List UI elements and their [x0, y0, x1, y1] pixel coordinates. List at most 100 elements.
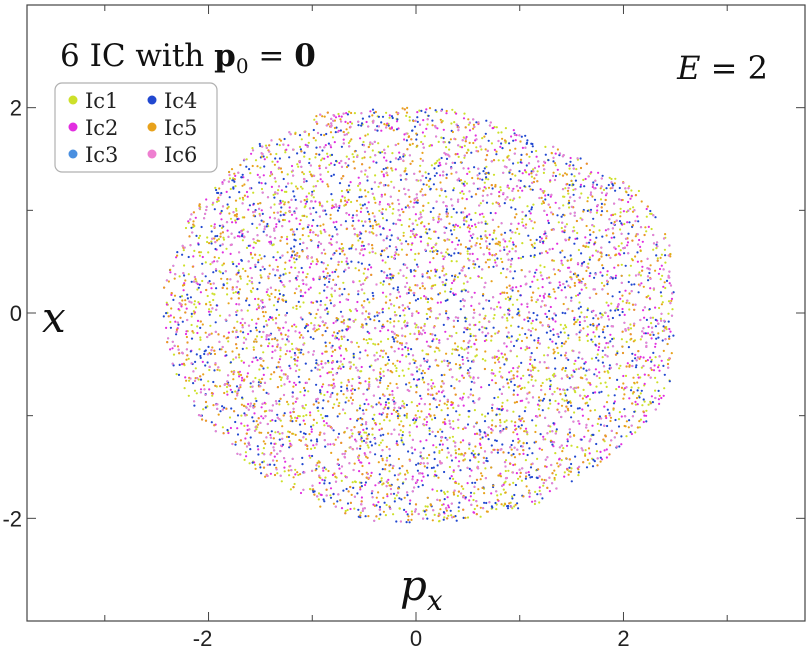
scatter-point — [243, 424, 246, 427]
scatter-point — [574, 237, 577, 240]
scatter-point — [400, 223, 403, 227]
scatter-point — [505, 419, 508, 422]
scatter-point — [271, 318, 275, 321]
scatter-point — [610, 302, 613, 305]
scatter-point — [443, 498, 446, 501]
scatter-point — [320, 159, 323, 162]
scatter-point — [269, 433, 272, 437]
scatter-point — [490, 505, 493, 508]
scatter-point — [558, 458, 561, 461]
scatter-point — [640, 389, 643, 392]
scatter-point — [630, 189, 633, 192]
scatter-point — [474, 263, 477, 266]
scatter-point — [234, 219, 237, 222]
scatter-point — [510, 380, 513, 383]
scatter-point — [528, 155, 531, 158]
scatter-point — [274, 419, 277, 422]
scatter-point — [513, 383, 516, 387]
scatter-point — [304, 362, 307, 365]
scatter-point — [279, 349, 282, 352]
scatter-point — [548, 309, 551, 313]
scatter-point — [238, 235, 241, 238]
scatter-point — [388, 228, 391, 232]
scatter-point — [471, 481, 474, 484]
scatter-point — [452, 440, 455, 443]
scatter-point — [619, 249, 622, 252]
scatter-point — [654, 376, 657, 379]
scatter-point — [379, 367, 382, 370]
scatter-point — [335, 159, 338, 163]
scatter-point — [377, 501, 380, 504]
scatter-point — [318, 167, 321, 170]
scatter-point — [524, 427, 528, 430]
scatter-point — [263, 158, 266, 161]
scatter-point — [352, 214, 355, 217]
scatter-point — [491, 187, 494, 190]
scatter-point — [624, 289, 627, 292]
scatter-point — [385, 276, 388, 279]
scatter-point — [469, 459, 472, 462]
scatter-point — [532, 311, 535, 315]
scatter-point — [352, 352, 355, 355]
scatter-point — [450, 475, 453, 478]
scatter-point — [199, 291, 202, 294]
scatter-point — [542, 435, 545, 438]
scatter-point — [452, 469, 455, 472]
scatter-point — [636, 403, 639, 406]
scatter-point — [646, 332, 650, 335]
scatter-point — [249, 448, 252, 451]
scatter-point — [517, 257, 520, 260]
scatter-point — [260, 406, 263, 409]
scatter-point — [510, 370, 513, 373]
scatter-point — [586, 309, 589, 312]
scatter-point — [476, 258, 479, 261]
scatter-point — [536, 278, 539, 281]
scatter-point — [403, 402, 406, 405]
scatter-point — [630, 194, 633, 197]
scatter-point — [466, 516, 470, 519]
scatter-point — [408, 521, 411, 524]
scatter-point — [620, 242, 623, 245]
scatter-point — [263, 268, 266, 271]
scatter-point — [444, 290, 447, 293]
scatter-point — [450, 254, 453, 257]
scatter-point — [584, 177, 587, 181]
scatter-point — [645, 207, 648, 211]
scatter-point — [241, 376, 244, 379]
scatter-point — [461, 396, 464, 399]
scatter-point — [297, 165, 300, 168]
scatter-point — [348, 188, 351, 191]
scatter-point — [505, 345, 508, 348]
scatter-point — [387, 329, 390, 332]
scatter-point — [481, 436, 484, 439]
scatter-point — [312, 337, 315, 340]
scatter-point — [603, 449, 606, 452]
scatter-point — [590, 357, 594, 360]
scatter-point — [521, 221, 524, 224]
scatter-point — [543, 265, 546, 269]
scatter-point — [432, 216, 435, 219]
scatter-point — [454, 293, 457, 296]
scatter-point — [378, 517, 381, 520]
scatter-point — [463, 156, 466, 159]
scatter-point — [330, 257, 333, 260]
scatter-point — [333, 141, 336, 144]
scatter-point — [491, 419, 494, 422]
scatter-point — [580, 252, 583, 255]
scatter-point — [534, 271, 537, 274]
scatter-point — [438, 451, 441, 454]
scatter-point — [241, 239, 244, 242]
scatter-point — [434, 283, 437, 287]
scatter-point — [345, 260, 348, 263]
scatter-point — [532, 368, 535, 372]
scatter-point — [468, 170, 471, 173]
scatter-point — [530, 352, 533, 355]
scatter-point — [242, 361, 245, 364]
scatter-point — [500, 131, 503, 134]
scatter-point — [328, 163, 331, 166]
scatter-point — [318, 153, 321, 156]
scatter-point — [573, 316, 576, 319]
scatter-point — [283, 412, 286, 415]
scatter-point — [536, 403, 540, 406]
scatter-point — [371, 417, 374, 420]
